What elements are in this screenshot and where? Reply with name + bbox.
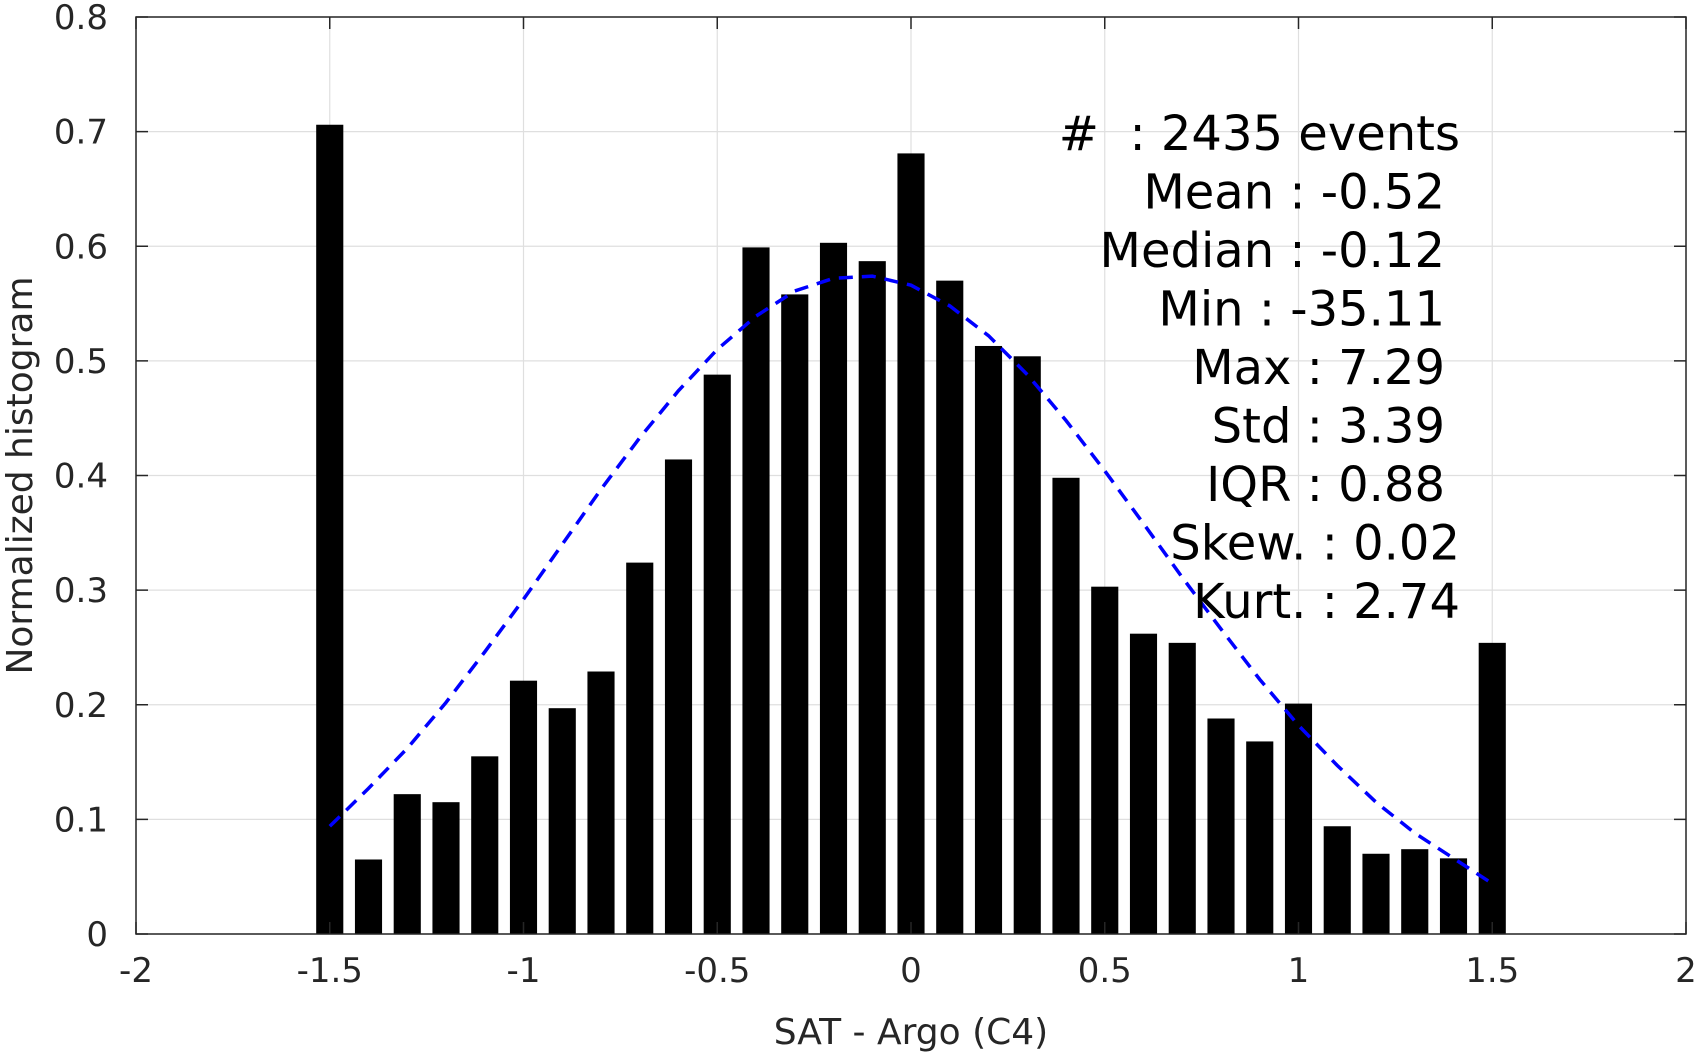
histogram-bar [742,247,770,935]
axis-ticks [135,16,1687,935]
x-tick-label: 1.5 [1465,951,1519,991]
histogram-bar [509,680,538,934]
y-axis-label: Normalized histogram [0,276,41,674]
histogram-bar [819,242,848,934]
stat-line: Skew. : 0.02 [1170,516,1460,572]
stat-line: Median : -0.12 [1100,223,1445,279]
histogram-bar [1052,477,1080,934]
histogram-bar [703,374,731,934]
x-tick-label: -0.5 [684,951,750,991]
histogram-bar [1323,826,1351,934]
histogram-bar [1478,642,1506,934]
histogram-bar [1362,853,1390,934]
histogram-bar [897,153,925,934]
histogram-bar [781,294,809,935]
y-tick-label: 0.7 [54,113,108,153]
histogram-bar [1284,703,1313,934]
stat-line: # : 2435 events [1059,106,1460,162]
stat-line: Kurt. : 2.74 [1193,574,1460,630]
x-tick-label: 1 [1288,951,1310,991]
y-tick-label: 0.5 [54,342,108,382]
histogram-bar [664,459,693,934]
histogram-bar [1439,858,1468,934]
gaussian-fit-curve [328,274,1494,886]
histogram-bar [1129,633,1158,934]
histogram-bar [936,280,964,934]
histogram-bar [626,562,654,934]
x-tick-label: -2 [119,951,153,991]
x-tick-label: -1.5 [297,951,363,991]
x-tick-label: -1 [507,951,541,991]
y-tick-label: 0.3 [54,571,108,611]
y-tick-label: 0.8 [54,0,108,38]
histogram-bar [432,802,460,934]
histogram-bars [316,124,1506,935]
x-tick-label: 0 [900,951,922,991]
histogram-bar [1168,642,1196,934]
stat-line: Std : 3.39 [1212,399,1445,455]
y-tick-label: 0.4 [54,457,108,497]
stat-line: Mean : -0.52 [1143,165,1445,221]
stat-line: Min : -35.11 [1158,282,1445,338]
histogram-bar [858,261,886,934]
histogram-bar [1246,741,1274,934]
y-tick-labels: 0 0.1 0.2 0.3 0.4 0.5 0.6 0.7 0.8 [54,0,108,955]
stat-line: Max : 7.29 [1192,340,1445,396]
histogram-bar [548,708,576,934]
x-axis-label: SAT - Argo (C4) [774,1012,1048,1053]
y-tick-label: 0.1 [54,800,108,840]
x-tick-label: 2 [1675,951,1697,991]
histogram-bar [1401,849,1429,934]
y-tick-label: 0.6 [54,227,108,267]
histogram-bar [1207,718,1235,934]
x-tick-label: 0.5 [1078,951,1132,991]
histogram-bar [354,859,383,934]
y-tick-label: 0.2 [54,686,108,726]
histogram-bar [316,124,344,934]
histogram-bar [974,345,1003,934]
histogram-bar [1091,586,1119,934]
stat-line: IQR : 0.88 [1206,457,1445,513]
histogram-bar [471,756,499,934]
histogram-bar [587,671,615,934]
y-tick-label: 0 [86,915,108,955]
histogram-bar [1013,356,1041,934]
x-tick-labels: -2 -1.5 -1 -0.5 0 0.5 1 1.5 2 [119,951,1697,991]
histogram-bar [393,794,421,934]
